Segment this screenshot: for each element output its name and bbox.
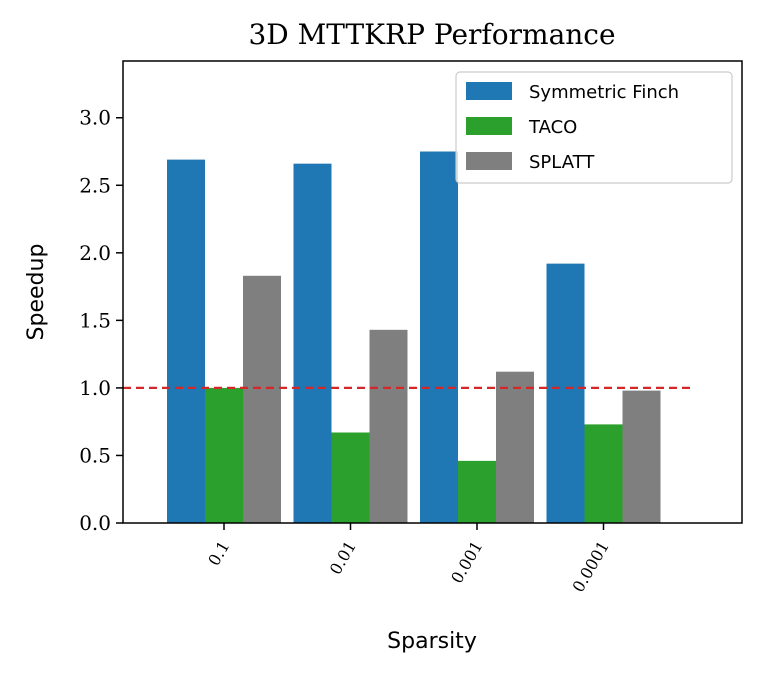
- legend-label: SPLATT: [529, 152, 595, 173]
- x-tick-label: 0.001: [447, 538, 486, 587]
- bar-splatt-0.0001: [622, 390, 661, 523]
- y-tick-label: 1.5: [79, 308, 111, 332]
- plot-area: [122, 60, 743, 524]
- bar-symmetric-finch-0.0001: [546, 263, 585, 523]
- bar-symmetric-finch-0.001: [420, 151, 458, 523]
- legend: Symmetric Finch TACO SPLATT: [455, 71, 733, 184]
- y-tick-label: 2.5: [79, 173, 111, 197]
- legend-swatch: [466, 152, 512, 170]
- y-tick-label: 2.0: [79, 241, 111, 265]
- bar-taco-0.1: [205, 387, 243, 523]
- bars-group: [167, 151, 661, 524]
- x-tick-label: 0.1: [204, 538, 233, 570]
- legend-label: TACO: [528, 117, 577, 138]
- x-axis-label: Sparsity: [387, 629, 477, 654]
- bar-splatt-0.001: [496, 371, 534, 523]
- legend-swatch: [466, 82, 512, 100]
- legend-swatch: [466, 117, 512, 135]
- chart-title: 3D MTTKRP Performance: [248, 18, 615, 51]
- legend-label: Symmetric Finch: [529, 82, 679, 103]
- y-tick-label: 3.0: [79, 106, 111, 130]
- y-tick-label: 0.5: [79, 443, 111, 467]
- x-axis: 0.1 0.01 0.001 0.0001: [204, 523, 613, 595]
- legend-frame: [455, 71, 733, 184]
- bar-splatt-0.01: [369, 329, 408, 523]
- x-tick-label: 0.01: [326, 538, 360, 578]
- x-tick-label: 0.0001: [569, 538, 613, 596]
- bar-taco-0.001: [458, 460, 496, 523]
- bar-symmetric-finch-0.01: [293, 163, 332, 523]
- y-axis: 0.0 0.5 1.0 1.5 2.0 2.5 3.0: [79, 106, 123, 535]
- bar-taco-0.0001: [584, 424, 623, 523]
- bar-symmetric-finch-0.1: [167, 159, 205, 524]
- y-axis-label: Speedup: [24, 244, 49, 341]
- y-tick-label: 1.0: [79, 376, 111, 400]
- bar-splatt-0.1: [243, 275, 281, 523]
- y-tick-label: 0.0: [79, 511, 111, 535]
- bar-taco-0.01: [331, 432, 370, 523]
